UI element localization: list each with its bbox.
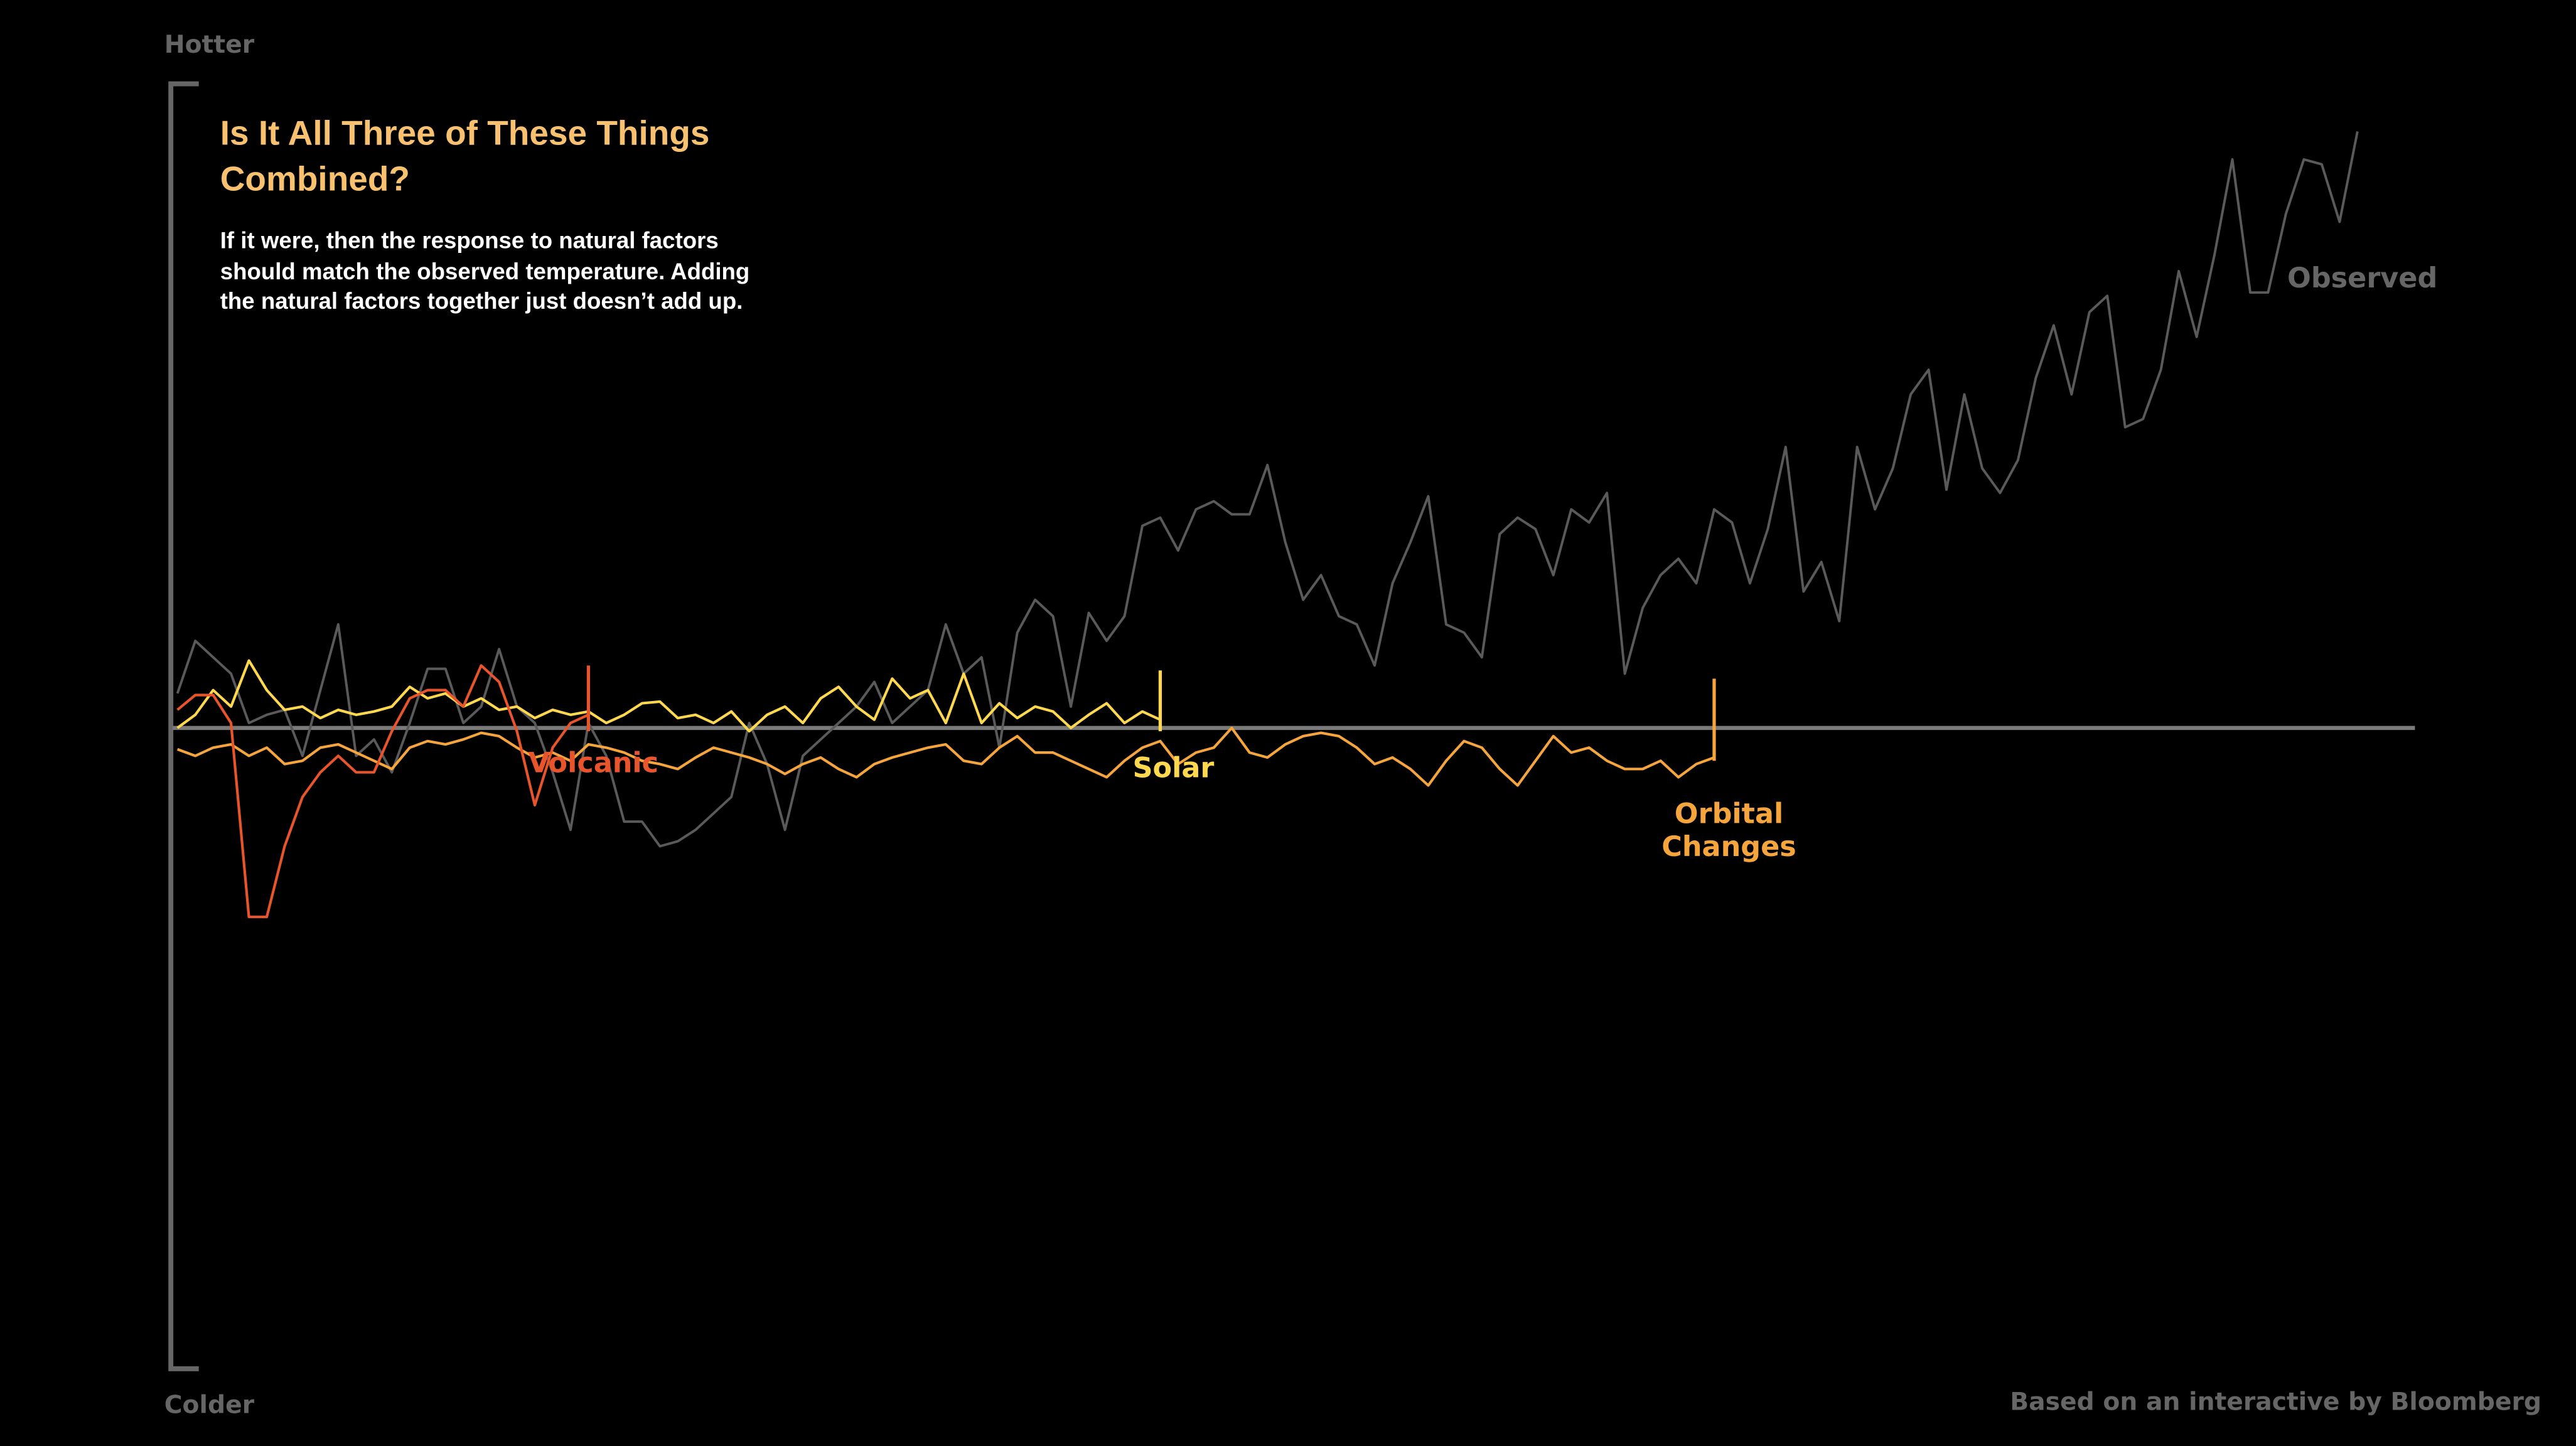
- hotter-label: Hotter: [164, 29, 255, 60]
- series-label: Volcanic: [529, 747, 659, 779]
- chart-subtitle: If it were, then the response to natural…: [220, 227, 750, 314]
- scale-bracket: [168, 81, 199, 1371]
- chart-title: Is It All Three of These Things Combined…: [220, 115, 710, 199]
- series-label: Orbital Changes: [1661, 798, 1796, 863]
- source-credit: Based on an interactive by Bloomberg: [2010, 1386, 2541, 1417]
- series-line: [176, 131, 2359, 848]
- series-label: Solar: [1132, 752, 1214, 784]
- label-line: Orbital: [1675, 798, 1783, 830]
- series-line: [176, 726, 1715, 787]
- series-label: Observed: [2287, 262, 2437, 294]
- colder-label: Colder: [164, 1390, 255, 1420]
- series-line: [176, 659, 1161, 733]
- label-line: Changes: [1661, 831, 1796, 863]
- series-line: [176, 664, 589, 919]
